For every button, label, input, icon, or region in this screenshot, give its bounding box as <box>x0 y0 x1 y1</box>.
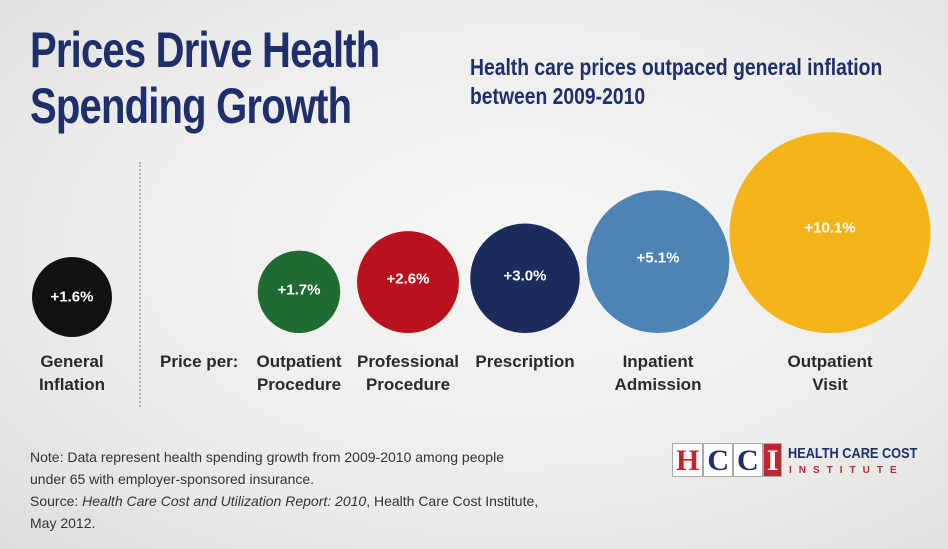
note-line-2: under 65 with employer-sponsored insuran… <box>30 471 315 487</box>
value-label-outpatient-visit: +10.1% <box>804 219 856 237</box>
bubble-inpatient-admission <box>586 190 730 333</box>
category-label-outpatient-visit: Outpatient Visit <box>788 350 873 396</box>
note-line-1: Note: Data represent health spending gro… <box>30 449 504 465</box>
category-label-inpatient-admission: Inpatient Admission <box>615 350 702 396</box>
chart-subtitle: Health care prices outpaced general infl… <box>470 53 882 111</box>
category-label-line: Procedure <box>256 375 342 394</box>
source-suffix: , Health Care Cost Institute, <box>366 493 539 509</box>
value-label-general-inflation: +1.6% <box>50 288 94 306</box>
category-label-outpatient-procedure: Outpatient Procedure <box>257 350 342 396</box>
bubble-outpatient-visit <box>729 132 931 333</box>
category-label-line: Procedure <box>365 375 451 394</box>
logo-letter-i: I <box>762 443 783 477</box>
category-label-professional-procedure: Professional Procedure <box>357 350 459 396</box>
category-label-line: Professional <box>356 352 460 371</box>
subtitle-line-2: between 2009-2010 <box>470 83 646 109</box>
title-line-2: Spending Growth <box>30 78 352 134</box>
logo-name: HEALTH CARE COST <box>788 445 918 462</box>
category-label-line: Inpatient <box>622 352 694 371</box>
category-label-line: Admission <box>614 375 702 394</box>
source-prefix: Source: <box>30 493 83 509</box>
category-label-line: Prescription <box>475 352 575 371</box>
chart-title: Prices Drive Health Spending Growth <box>30 22 380 134</box>
logo-letter-h: H <box>672 443 704 477</box>
bubble-outpatient-procedure <box>257 250 341 333</box>
source-line: Source: Health Care Cost and Utilization… <box>30 490 630 512</box>
category-label-line: Outpatient <box>787 352 873 371</box>
category-label-general-inflation: General Inflation <box>39 350 105 396</box>
category-label-line: Outpatient <box>256 352 342 371</box>
price-per-label: Price per: <box>160 352 239 371</box>
value-label-inpatient-admission: +5.1% <box>636 249 680 267</box>
subtitle-line-1: Health care prices outpaced general infl… <box>470 54 883 80</box>
category-label-prescription: Prescription <box>475 350 574 373</box>
footnote: Note: Data represent health spending gro… <box>30 446 630 534</box>
note-line-4: May 2012. <box>30 515 96 531</box>
bubble-prescription <box>470 223 580 333</box>
value-label-professional-procedure: +2.6% <box>386 270 430 288</box>
bubble-general-inflation <box>32 257 112 337</box>
category-label-line: Inflation <box>38 375 106 394</box>
title-line-1: Prices Drive Health <box>30 22 380 78</box>
bubble-professional-procedure <box>357 231 459 333</box>
source-title: Health Care Cost and Utilization Report:… <box>82 493 367 509</box>
logo-subtitle: INSTITUTE <box>789 465 904 476</box>
dotted-divider <box>139 162 141 407</box>
logo-letter-c2: C <box>733 443 763 477</box>
logo-letter-c1: C <box>703 443 734 477</box>
category-label-line: General <box>40 352 104 371</box>
value-label-prescription: +3.0% <box>503 267 547 285</box>
value-label-outpatient-procedure: +1.7% <box>277 281 321 299</box>
hcci-logo: H C C I HEALTH CARE COST INSTITUTE <box>672 443 922 479</box>
category-label-line: Visit <box>812 375 848 394</box>
logo-mark: H C C I <box>672 443 783 477</box>
